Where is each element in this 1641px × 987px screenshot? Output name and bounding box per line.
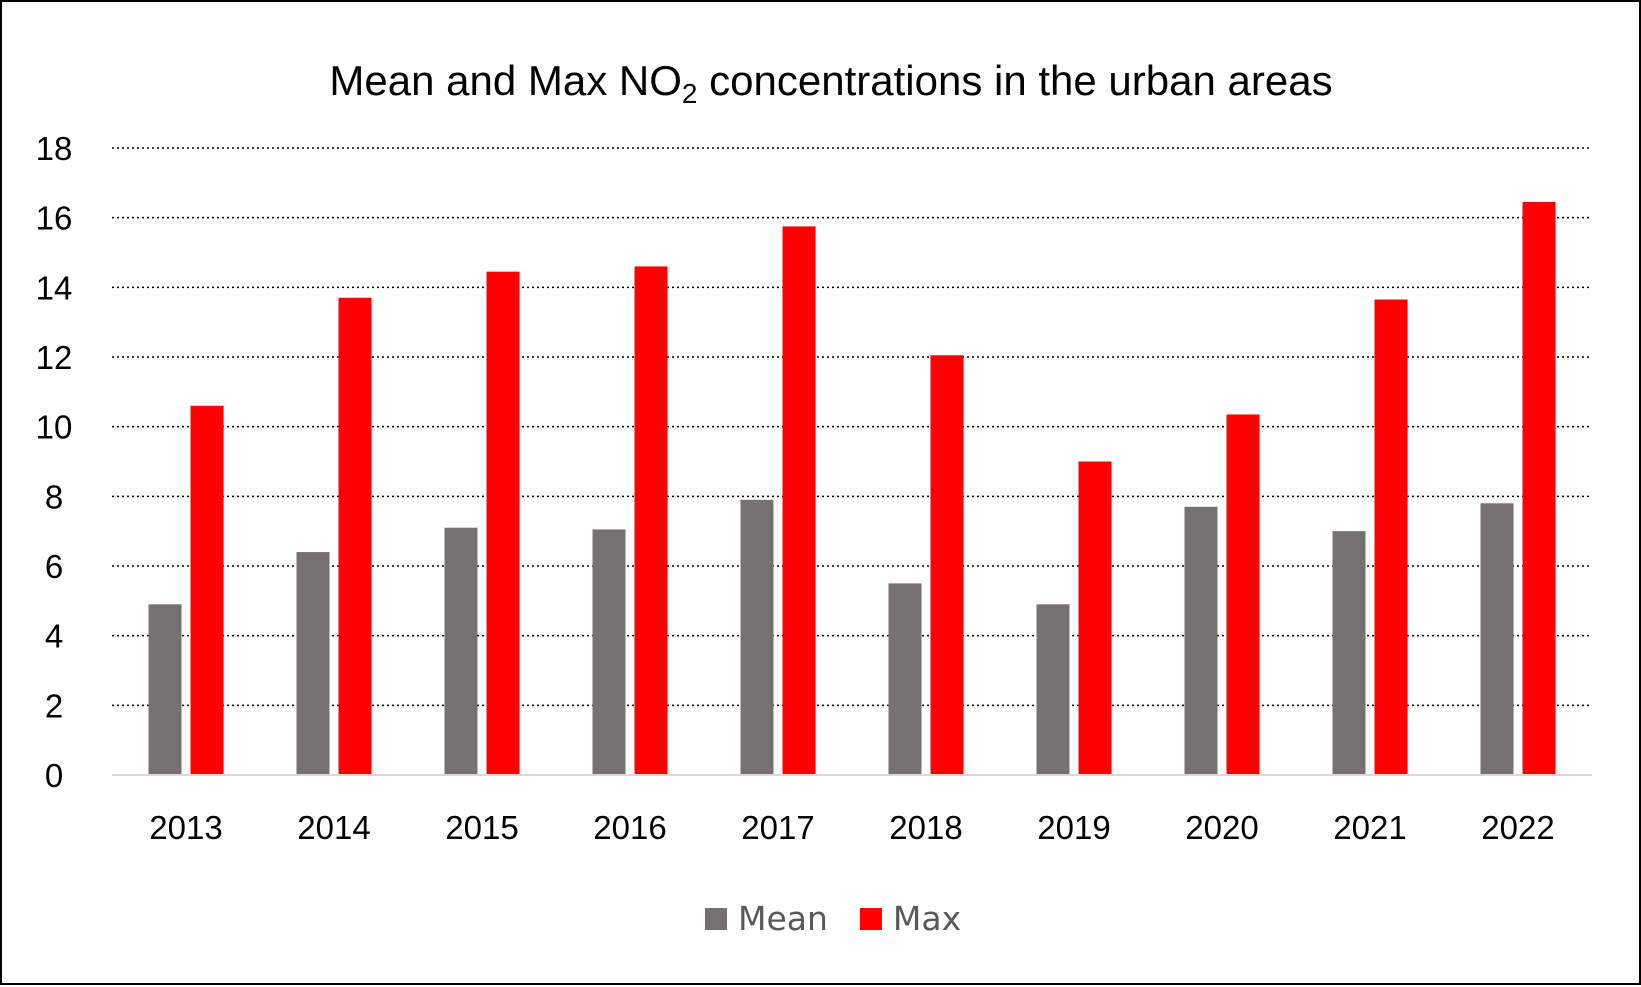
bar-max-2021 [1374, 299, 1408, 775]
y-tick-label: 10 [36, 409, 73, 446]
y-tick-label: 18 [36, 130, 73, 167]
bar-mean-2016 [592, 529, 626, 775]
bars [148, 201, 1556, 775]
legend-swatch-max [859, 908, 882, 930]
bar-max-2015 [486, 271, 520, 775]
y-tick-label: 2 [45, 687, 63, 724]
chart-title-suffix: concentrations in the urban areas [698, 57, 1333, 104]
y-tick-label: 8 [45, 478, 63, 515]
legend: Mean Max [705, 899, 961, 938]
bar-max-2016 [634, 266, 668, 775]
bar-mean-2020 [1184, 506, 1218, 775]
x-tick-label: 2021 [1333, 809, 1406, 846]
bar-mean-2017 [740, 499, 774, 775]
x-tick-label: 2016 [593, 809, 666, 846]
chart-title: Mean and Max NO2 concentrations in the u… [329, 57, 1332, 109]
bar-mean-2022 [1480, 503, 1514, 775]
bar-mean-2014 [296, 552, 330, 775]
x-axis-ticks: 2013 2014 2015 2016 2017 2018 2019 2020 2021 2022 [149, 809, 1554, 846]
legend-swatch-mean [705, 908, 727, 930]
y-tick-label: 14 [36, 269, 73, 306]
y-tick-label: 6 [45, 548, 63, 585]
y-tick-label: 0 [45, 757, 63, 794]
bar-max-2018 [930, 355, 964, 775]
x-tick-label: 2019 [1037, 809, 1110, 846]
bar-mean-2013 [148, 604, 182, 775]
bar-max-2017 [782, 226, 816, 775]
bar-mean-2015 [444, 527, 478, 775]
y-axis-ticks: 0 2 4 6 8 10 12 14 16 18 [36, 130, 73, 794]
bar-mean-2019 [1036, 604, 1070, 775]
x-tick-label: 2018 [889, 809, 962, 846]
bar-max-2020 [1226, 414, 1260, 775]
chart-title-main: Mean and Max NO [329, 57, 682, 104]
x-tick-label: 2022 [1481, 809, 1554, 846]
chart-title-subscript: 2 [682, 78, 698, 109]
bar-mean-2021 [1332, 531, 1366, 775]
legend-label-max: Max [893, 899, 961, 938]
x-tick-label: 2020 [1185, 809, 1258, 846]
x-tick-label: 2014 [297, 809, 370, 846]
x-tick-label: 2013 [149, 809, 222, 846]
bar-max-2014 [338, 297, 372, 775]
gridlines [112, 147, 1592, 707]
y-tick-label: 16 [36, 200, 73, 237]
x-tick-label: 2015 [445, 809, 518, 846]
x-tick-label: 2017 [741, 809, 814, 846]
bar-max-2019 [1078, 461, 1112, 775]
legend-label-mean: Mean [738, 899, 828, 938]
bar-max-2013 [190, 405, 224, 775]
bar-mean-2018 [888, 583, 922, 775]
y-tick-label: 4 [45, 618, 63, 655]
bar-max-2022 [1522, 201, 1556, 775]
y-tick-label: 12 [36, 339, 73, 376]
